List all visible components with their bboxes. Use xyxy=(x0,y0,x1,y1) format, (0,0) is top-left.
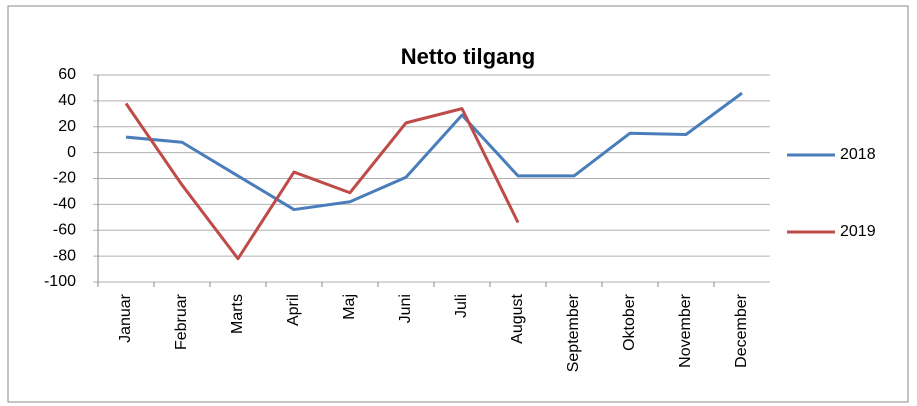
y-tick-label: -60 xyxy=(53,221,76,238)
x-tick-label: Maj xyxy=(341,294,358,320)
legend-label: 2019 xyxy=(840,223,876,240)
chart-title: Netto tilgang xyxy=(401,44,535,69)
x-tick-label: Februar xyxy=(173,293,190,350)
x-tick-label: Juli xyxy=(453,294,470,318)
x-tick-label: September xyxy=(565,293,582,372)
x-tick-label: Marts xyxy=(229,294,246,334)
series-line xyxy=(124,102,520,261)
legend-label: 2018 xyxy=(840,146,876,163)
y-tick-label: -40 xyxy=(53,196,76,213)
y-tick-label: 40 xyxy=(58,92,76,109)
x-tick-label: April xyxy=(285,294,302,326)
y-tick-label: -20 xyxy=(53,170,76,187)
y-tick-label: 60 xyxy=(58,66,76,83)
y-tick-label: 20 xyxy=(58,118,76,135)
x-tick-label: Oktober xyxy=(621,293,638,351)
series-line xyxy=(125,91,743,212)
x-tick-label: Januar xyxy=(117,293,134,343)
y-tick-label: -100 xyxy=(44,273,76,290)
x-tick-label: November xyxy=(677,293,694,367)
x-tick-label: December xyxy=(733,293,750,367)
y-tick-label: 0 xyxy=(67,144,76,161)
x-tick-label: Juni xyxy=(397,294,414,323)
y-tick-label: -80 xyxy=(53,247,76,264)
x-tick-label: August xyxy=(509,293,526,343)
